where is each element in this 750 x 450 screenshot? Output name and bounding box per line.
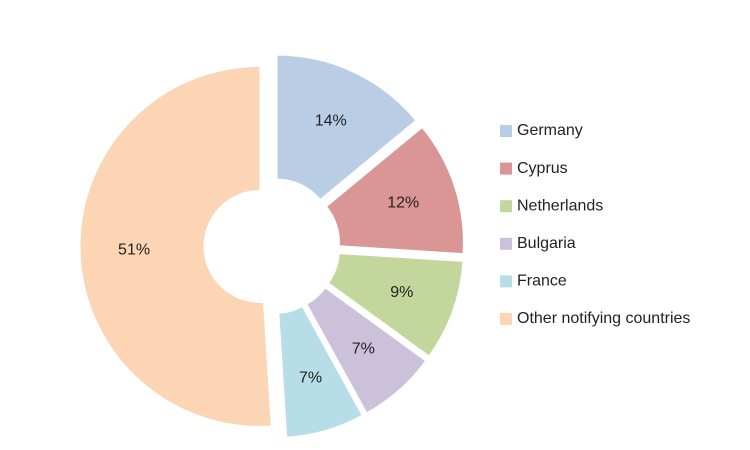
legend-label: Bulgaria [517,235,576,252]
slice [306,287,427,414]
legend-label: France [517,273,567,290]
slice-label: 9% [390,284,413,301]
slice [276,54,417,201]
legend-swatch [500,237,512,250]
legend-label: Germany [517,122,583,139]
slice [327,253,464,357]
legend-swatch [500,162,512,175]
legend-swatch [500,125,512,137]
slice-label: 7% [352,341,375,358]
legend-swatch [500,275,512,288]
slice [278,305,363,438]
slice-label: 7% [299,370,322,387]
legend-label: Cyprus [517,160,568,177]
legend-swatch [500,200,512,213]
slice-label: 14% [315,112,347,129]
slice [79,65,272,427]
legend-swatch [500,313,512,325]
slice [325,126,464,255]
legend-label: Netherlands [517,197,603,214]
slice-label: 12% [387,195,419,212]
slice-label: 51% [118,242,150,259]
legend-label: Other notifying countries [517,310,690,327]
